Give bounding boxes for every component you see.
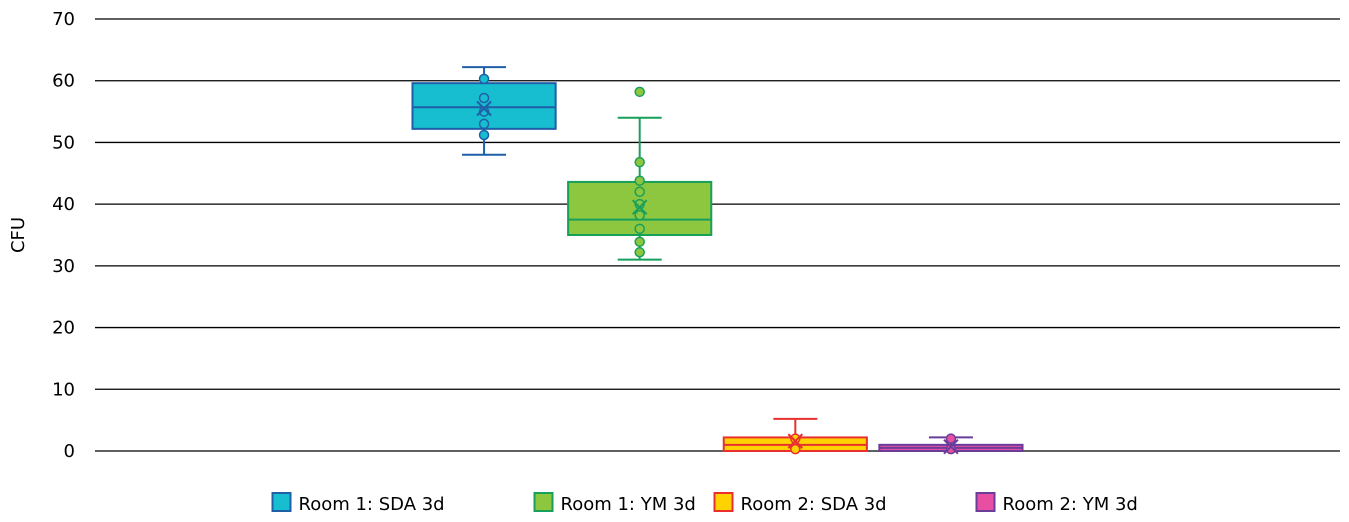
mean-marker: [476, 100, 492, 117]
legend-swatch: [713, 492, 734, 512]
legend-swatch: [271, 492, 292, 512]
data-point: [634, 186, 645, 198]
gridlines: [95, 18, 1340, 452]
data-point: [790, 443, 801, 455]
data-point: [634, 156, 645, 168]
legend-swatch: [975, 492, 996, 512]
y-tick-labels: 0 10 20 30 40 50 60 70: [52, 9, 75, 462]
data-point: [634, 175, 645, 186]
y-tick-label: 40: [52, 194, 75, 215]
data-point: [634, 198, 645, 210]
y-axis-label: CFU: [8, 217, 29, 253]
legend-swatch: [533, 492, 554, 512]
data-point: [790, 433, 801, 444]
mean-marker: [787, 433, 804, 449]
legend-label: Room 2: SDA 3d: [741, 494, 887, 515]
data-point: [634, 236, 645, 248]
data-point: [945, 443, 957, 455]
legend: Room 1: SDA 3d Room 1: YM 3d Room 2: SDA 3…: [271, 492, 1138, 515]
data-point: [478, 92, 490, 104]
legend-item: Room 1: SDA 3d: [271, 492, 445, 515]
box-series: [567, 86, 713, 261]
y-tick-label: 20: [52, 318, 75, 339]
y-tick-label: 50: [52, 132, 75, 153]
data-point: [945, 433, 957, 444]
data-point: [478, 106, 490, 117]
box-series: [878, 433, 1024, 455]
legend-item: Room 2: SDA 3d: [713, 492, 887, 515]
box-series-group: [411, 66, 1024, 455]
data-point: [634, 223, 645, 235]
data-point: [634, 86, 645, 98]
y-tick-label: 70: [52, 9, 75, 30]
legend-item: Room 1: YM 3d: [533, 492, 696, 515]
mean-marker: [631, 199, 648, 215]
data-point: [478, 118, 490, 130]
legend-label: Room 2: YM 3d: [1003, 494, 1138, 515]
y-tick-label: 10: [52, 379, 75, 400]
mean-marker: [943, 438, 959, 455]
box-series: [722, 417, 868, 455]
y-tick-label: 60: [52, 71, 75, 92]
legend-label: Room 1: YM 3d: [561, 494, 696, 515]
legend-label: Room 1: SDA 3d: [299, 494, 445, 515]
data-point: [478, 73, 490, 85]
box-series: [411, 66, 557, 156]
y-tick-label: 30: [52, 256, 75, 277]
data-point: [634, 247, 645, 258]
data-point: [634, 210, 645, 221]
data-point: [478, 129, 490, 141]
y-tick-label: 0: [64, 441, 75, 462]
legend-item: Room 2: YM 3d: [975, 492, 1138, 515]
